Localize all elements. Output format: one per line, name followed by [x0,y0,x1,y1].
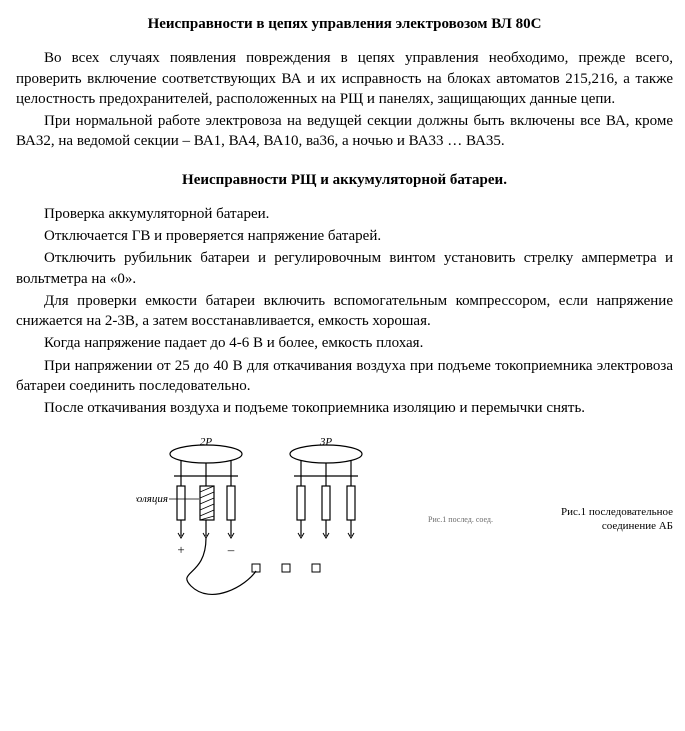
bus-label-right: 3P [319,436,333,448]
paragraph: Во всех случаях появления повреждения в … [16,48,673,109]
figure-area: 2P 3P [16,436,673,616]
paragraph: Проверка аккумуляторной батареи. [16,204,673,224]
document-page: Неисправности в цепях управления электро… [0,0,685,616]
figure-caption-inline: Рис.1 послед. соед. [428,516,493,525]
bus-label-left: 2P [200,436,213,448]
diagram-svg: 2P 3P [136,436,416,606]
minus-label: – [227,542,235,557]
paragraph: Отключить рубильник батареи и регулирово… [16,248,673,289]
page-title: Неисправности в цепях управления электро… [16,14,673,34]
section-subtitle: Неисправности РЩ и аккумуляторной батаре… [16,170,673,190]
isolation-label: изоляция [136,493,168,505]
paragraph: После откачивания воздуха и подъеме токо… [16,398,673,418]
paragraph: Отключается ГВ и проверяется напряжение … [16,226,673,246]
paragraph: Для проверки емкости батареи включить вс… [16,291,673,332]
paragraph: При нормальной работе электровоза на вед… [16,111,673,152]
figure-caption: Рис.1 последовательное соединение АБ [513,506,673,534]
paragraph: Когда напряжение падает до 4-6 В и более… [16,333,673,353]
paragraph: При напряжении от 25 до 40 В для откачив… [16,356,673,397]
plus-label: + [177,542,184,557]
